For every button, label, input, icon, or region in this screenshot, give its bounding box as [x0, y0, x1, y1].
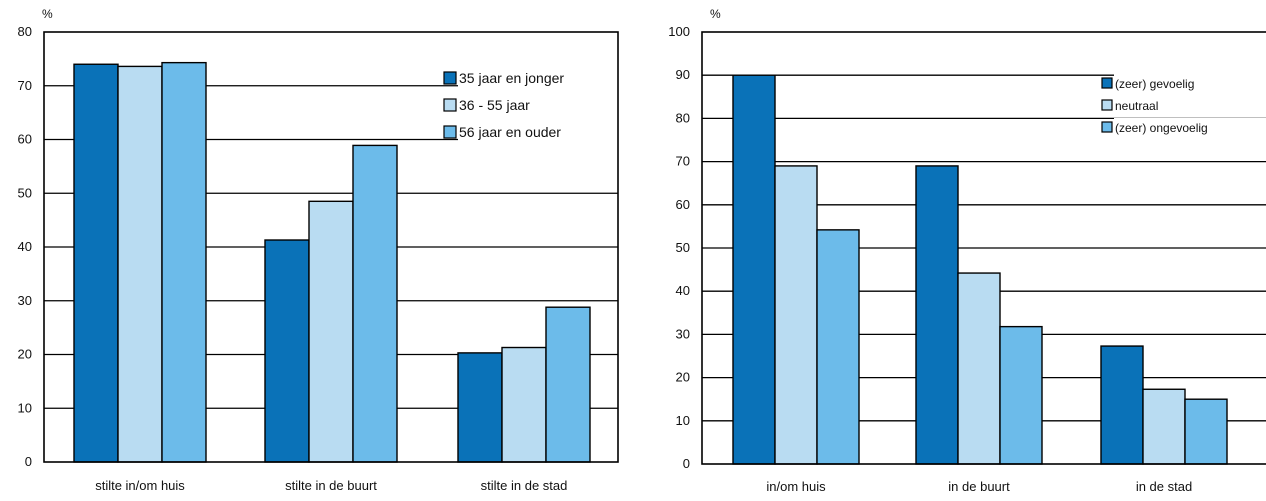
x-tick-label: stilte in/om huis [95, 478, 185, 493]
legend-label-bg [1114, 74, 1266, 92]
y-tick-label: 70 [676, 154, 690, 169]
bar [308, 200, 354, 463]
y-axis-unit-label: % [710, 7, 721, 21]
bar [774, 165, 818, 465]
bar [352, 144, 398, 463]
x-tick-label: in de buurt [948, 479, 1010, 494]
legend-label: (zeer) ongevoelig [1115, 121, 1208, 135]
y-tick-label: 0 [25, 454, 32, 469]
plot-frame [43, 31, 619, 463]
plot-frame [701, 31, 1266, 465]
legend-label-bg [458, 96, 618, 114]
y-tick-label: 50 [676, 240, 690, 255]
bar [915, 165, 959, 465]
y-axis-unit-label: % [42, 7, 53, 21]
bar [1100, 345, 1144, 465]
y-tick-label: 60 [18, 132, 32, 147]
y-tick-label: 40 [18, 239, 32, 254]
legend-label-bg [1114, 118, 1266, 136]
chart-left: 0 10 20 30 40 50 60 70 80% stilte in/om huis stilt… [18, 7, 619, 493]
legend-swatch [443, 125, 457, 139]
x-tick-label: in de stad [1136, 479, 1192, 494]
bar [117, 65, 163, 463]
bar [1142, 388, 1186, 465]
y-tick-label: 20 [676, 370, 690, 385]
y-tick-label: 10 [18, 400, 32, 415]
bar [816, 229, 860, 465]
y-tick-label: 80 [676, 110, 690, 125]
y-tick-label: 20 [18, 347, 32, 362]
bar [501, 346, 547, 463]
bar [957, 272, 1001, 465]
x-tick-label: in/om huis [766, 479, 826, 494]
bar [73, 63, 119, 463]
legend-swatch [1101, 99, 1113, 111]
bar [545, 306, 591, 463]
y-tick-label: 60 [676, 197, 690, 212]
legend-label: 35 jaar en jonger [459, 70, 564, 86]
y-tick-label: 100 [668, 24, 690, 39]
legend-swatch [443, 71, 457, 85]
y-tick-label: 40 [676, 283, 690, 298]
legend-label: 36 - 55 jaar [459, 97, 530, 113]
legend-label: neutraal [1115, 99, 1158, 113]
bar [161, 61, 207, 463]
y-tick-label: 90 [676, 67, 690, 82]
y-tick-label: 50 [18, 185, 32, 200]
y-tick-label: 30 [676, 326, 690, 341]
legend-label-bg [1114, 96, 1266, 114]
legend-swatch [1101, 77, 1113, 89]
y-tick-label: 10 [676, 413, 690, 428]
legend-swatch [443, 98, 457, 112]
y-tick-label: 80 [18, 24, 32, 39]
bar [732, 74, 776, 465]
legend-label-bg [458, 123, 618, 141]
legend-label: (zeer) gevoelig [1115, 77, 1194, 91]
y-tick-label: 30 [18, 293, 32, 308]
bar [1184, 398, 1228, 465]
legend-label: 56 jaar en ouder [459, 124, 561, 140]
x-tick-label: stilte in de stad [481, 478, 568, 493]
bar [999, 325, 1043, 465]
chart-right: 0 10 20 30 40 50 60 70 80 90 100% in/om huis in de b… [668, 7, 1266, 494]
y-tick-label: 0 [683, 456, 690, 471]
x-tick-label: stilte in de buurt [285, 478, 377, 493]
bar [457, 352, 503, 463]
legend-swatch [1101, 121, 1113, 133]
bar [264, 239, 310, 463]
legend-label-bg [458, 69, 618, 87]
y-tick-label: 70 [18, 78, 32, 93]
